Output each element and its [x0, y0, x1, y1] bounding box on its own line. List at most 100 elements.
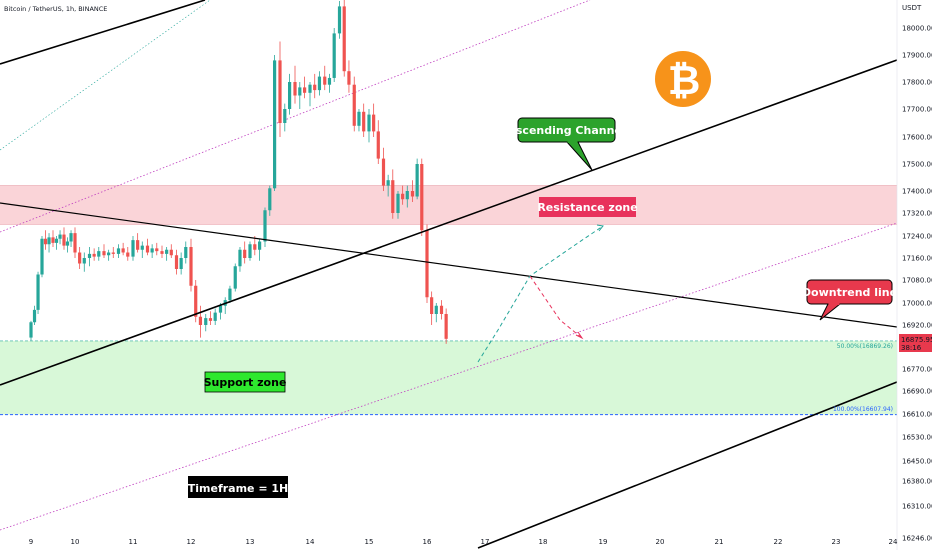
candle-body: [150, 248, 154, 253]
price-axis-bg: [897, 0, 932, 550]
channel-upper-dotted-line: [0, 0, 591, 233]
price-tick-label: 16530.00: [902, 434, 932, 442]
channel-lower-dotted-line: [0, 221, 901, 531]
candle-body: [357, 111, 361, 126]
price-tick-label: 17000.00: [902, 300, 932, 308]
candle-body: [131, 240, 135, 257]
candle-body: [293, 82, 297, 96]
candle-body: [233, 266, 237, 289]
svg-text:16875.95: 16875.95: [901, 336, 932, 344]
candle-body: [323, 76, 327, 85]
candle-body: [430, 297, 434, 314]
candle-body: [401, 193, 405, 200]
downtrend-line: [0, 202, 898, 328]
candle-body: [410, 191, 415, 197]
candle-body: [381, 158, 386, 186]
candle-body: [303, 87, 307, 93]
candle-body: [165, 249, 169, 254]
candle-body: [386, 180, 390, 186]
candle-body: [434, 305, 438, 314]
projection-up-arrowhead: [596, 224, 604, 232]
candle-body: [82, 258, 86, 264]
svg-text:38:16: 38:16: [901, 344, 922, 352]
candle-body: [396, 193, 400, 213]
candle-body: [78, 252, 82, 264]
candle-body: [58, 234, 62, 239]
candle-body: [278, 60, 282, 123]
candle-body: [36, 274, 40, 310]
candle-body: [425, 230, 429, 298]
price-tick-label: 17320.00: [902, 210, 932, 218]
price-tick-label: 16246.00: [902, 535, 932, 543]
candle-body: [372, 114, 376, 132]
svg-text:Ascending Channel: Ascending Channel: [507, 124, 625, 137]
channel-mid-dotted-line: [0, 0, 211, 151]
resistance-zone-band: [0, 185, 897, 225]
candle-body: [136, 240, 140, 250]
candle-body: [145, 245, 150, 253]
candle-body: [69, 233, 73, 242]
price-tick-label: 16380.00: [902, 478, 932, 486]
time-tick-label: 22: [774, 538, 783, 546]
candle-body: [107, 252, 111, 256]
symbol-header: Bitcoin / TetherUS, 1h, BINANCE: [4, 5, 107, 13]
candle-body: [213, 312, 217, 321]
candle-body: [332, 33, 336, 78]
candle-body: [126, 252, 130, 257]
fib-100-label: 100.00%(16607.94): [833, 406, 893, 413]
currency-label: USDT: [902, 4, 922, 12]
support-zone-label: Support zone: [204, 371, 287, 393]
candle-body: [160, 251, 164, 254]
time-tick-label: 17: [481, 538, 490, 546]
candle-body: [238, 249, 242, 267]
candle-body: [62, 234, 66, 246]
time-tick-label: 11: [129, 538, 138, 546]
candle-body: [47, 237, 51, 245]
candle-body: [97, 251, 101, 257]
svg-text:Support zone: Support zone: [204, 376, 287, 389]
candle-body: [415, 164, 419, 197]
resistance-zone-label: Resistance zone: [537, 197, 638, 217]
candle-body: [391, 180, 395, 213]
price-tick-label: 18000.00: [902, 25, 932, 33]
candle-body: [73, 233, 77, 253]
candle-body: [29, 322, 33, 338]
time-tick-label: 15: [365, 538, 374, 546]
candle-body: [51, 237, 55, 243]
support-zone-band: [0, 340, 897, 415]
candle-body: [87, 253, 92, 258]
price-tick-label: 17500.00: [902, 161, 932, 169]
time-tick-label: 12: [187, 538, 196, 546]
candle-body: [243, 249, 247, 258]
candle-body: [327, 77, 332, 85]
candle-body: [140, 245, 144, 250]
candle-body: [444, 314, 448, 339]
candle-body: [40, 238, 44, 275]
candle-body: [248, 244, 252, 258]
candle-body: [405, 191, 409, 200]
channel-top-left-line: [0, 0, 206, 65]
candle-body: [204, 318, 208, 325]
time-tick-label: 14: [306, 538, 315, 546]
candle-body: [288, 82, 292, 109]
candle-body: [65, 241, 70, 246]
time-tick-label: 19: [599, 538, 608, 546]
downtrend-line-callout: Downtrend line: [802, 279, 897, 321]
time-tick-label: 23: [832, 538, 841, 546]
time-axis-ticks: 9 10 11 12 13 14 15 16 17 18 19 20 21 22 23 24: [29, 538, 898, 546]
candle-body: [189, 247, 193, 286]
price-tick-label: 16610.00: [902, 411, 932, 419]
candle-body: [116, 248, 121, 254]
ascending-channel-line: [0, 59, 898, 386]
time-tick-label: 16: [423, 538, 432, 546]
current-price-tag[interactable]: 16875.95 38:16: [899, 334, 932, 352]
time-tick-label: 24: [889, 538, 898, 546]
projection-down-arrowhead: [575, 331, 584, 340]
bitcoin-icon: ₿: [655, 51, 711, 107]
price-tick-label: 17900.00: [902, 52, 932, 60]
candle-body: [198, 316, 203, 325]
candle-body: [121, 248, 125, 253]
price-tick-label: 16310.00: [902, 503, 932, 511]
candle-body: [43, 238, 48, 245]
